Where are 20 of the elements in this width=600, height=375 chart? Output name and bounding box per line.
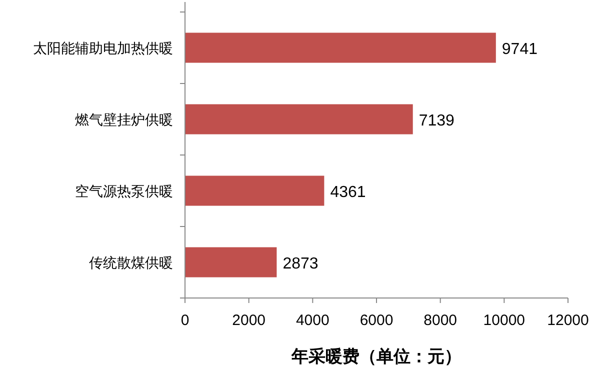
- y-tick-label: 太阳能辅助电加热供暖: [33, 40, 173, 56]
- data-label: 9741: [502, 40, 538, 58]
- x-tick-label: 0: [180, 312, 190, 329]
- bar: [185, 32, 496, 63]
- x-tick-label: 6000: [360, 312, 394, 329]
- data-label: 7139: [418, 112, 455, 130]
- y-tick-label: 空气源热泵供暖: [75, 182, 173, 199]
- bar: [185, 176, 324, 206]
- x-tick-label: 8000: [424, 312, 458, 329]
- x-tick-label: 2000: [232, 312, 266, 329]
- data-label: 2873: [282, 255, 318, 272]
- x-tick-label: 12000: [547, 312, 589, 329]
- x-axis-title: 年采暖费（单位：元）: [290, 347, 462, 366]
- y-tick-label: 燃气壁挂炉供暖: [75, 111, 173, 128]
- x-tick-label: 10000: [483, 312, 526, 329]
- x-tick-label: 4000: [296, 312, 330, 329]
- data-label: 4361: [330, 184, 366, 201]
- bar: [185, 104, 413, 134]
- bar: [185, 247, 277, 278]
- y-tick-label: 传统散煤供暖: [89, 254, 173, 270]
